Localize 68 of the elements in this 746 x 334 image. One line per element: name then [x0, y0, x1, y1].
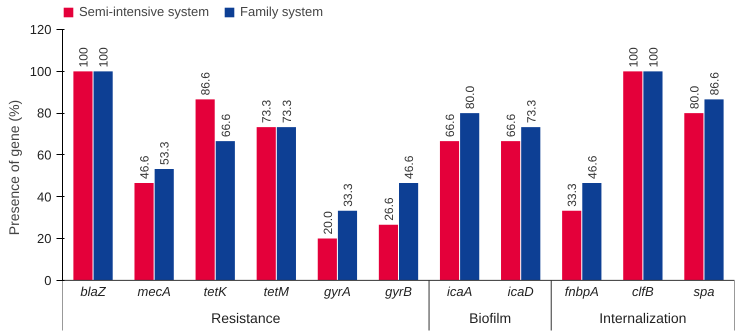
data-label: 86.6 — [198, 72, 213, 96]
bar — [684, 113, 704, 280]
legend-label: Semi-intensive system — [79, 4, 210, 19]
bar — [582, 182, 602, 280]
bar — [256, 127, 276, 280]
bar — [521, 127, 540, 280]
bar — [378, 224, 398, 280]
x-tick-label: tetK — [204, 284, 228, 300]
legend-label: Family system — [240, 4, 324, 19]
text: Internalization — [599, 310, 686, 326]
x-tick-label: gyrB — [385, 284, 412, 300]
y-tick-label: 20 — [37, 231, 52, 246]
text: Resistance — [211, 310, 281, 326]
x-tick-label: spa — [693, 284, 714, 300]
y-axis-title: Presence of gene (%) — [6, 100, 22, 236]
y-tick-label: 60 — [37, 147, 52, 162]
data-label: 73.3 — [260, 99, 274, 124]
data-label: 100 — [626, 47, 640, 68]
data-label: 80.0 — [463, 85, 478, 110]
bar — [338, 210, 358, 280]
y-tick-label: 120 — [30, 22, 52, 38]
data-label: 66.6 — [218, 113, 233, 138]
bar — [501, 141, 520, 280]
data-label: 66.6 — [504, 113, 518, 138]
data-label: 100 — [76, 47, 90, 68]
y-tick-label: 80 — [37, 106, 52, 121]
bar — [216, 141, 235, 280]
x-tick-label: clfB — [632, 284, 654, 300]
data-label: 100 — [96, 47, 111, 68]
bar — [196, 99, 215, 280]
x-tick-label: gyrA — [324, 284, 351, 300]
y-tick-label: 100 — [30, 64, 52, 79]
bar — [399, 182, 418, 280]
y-tick-label: 40 — [37, 189, 52, 204]
data-label: 100 — [646, 47, 660, 68]
data-label: 80.0 — [687, 85, 702, 110]
bar — [318, 238, 337, 280]
x-tick-label: icaA — [446, 284, 472, 300]
data-label: 46.6 — [585, 155, 600, 179]
data-label: 46.6 — [138, 155, 152, 179]
data-label: 33.3 — [565, 183, 580, 207]
x-tick-label: tetM — [264, 284, 290, 300]
bar — [623, 71, 642, 280]
data-label: 46.6 — [402, 155, 416, 179]
data-label: 53.3 — [158, 141, 172, 165]
x-tick-label: icaD — [508, 284, 534, 300]
x-tick-label: blaZ — [80, 284, 107, 300]
x-tick-label: fnbpA — [564, 284, 599, 300]
data-label: 33.3 — [340, 183, 355, 207]
bar — [704, 99, 724, 280]
data-label: 73.3 — [524, 99, 538, 124]
y-tick-label: 0 — [44, 272, 52, 288]
bar — [73, 71, 93, 280]
data-label: 73.3 — [280, 99, 294, 124]
bar — [562, 210, 582, 280]
data-label: 20.0 — [320, 210, 335, 235]
data-label: 86.6 — [708, 72, 722, 96]
bar — [94, 71, 113, 280]
bar — [440, 141, 460, 280]
bar — [643, 71, 663, 280]
text: Biofilm — [469, 310, 512, 326]
bar — [460, 113, 480, 280]
data-label: 26.6 — [382, 197, 396, 221]
data-label: 66.6 — [443, 113, 458, 138]
bar — [134, 182, 154, 280]
x-tick-label: mecA — [138, 284, 171, 300]
bar — [276, 127, 296, 280]
bar — [154, 168, 174, 280]
